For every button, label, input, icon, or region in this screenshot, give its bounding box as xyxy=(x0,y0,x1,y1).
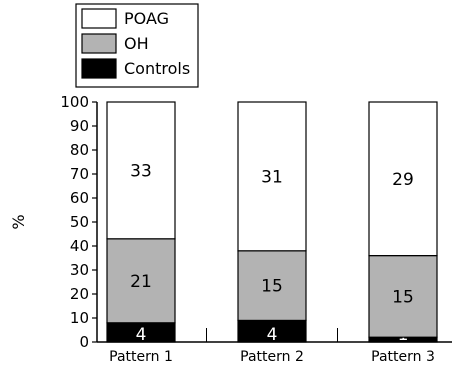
category-labels: Pattern 1 Pattern 2 Pattern 3 xyxy=(109,349,435,365)
legend-swatch-poag xyxy=(81,8,117,29)
y-tick-label: 90 xyxy=(70,117,89,135)
x-tick-label-pattern-3: Pattern 3 xyxy=(371,349,435,365)
legend-swatch-oh xyxy=(81,33,117,54)
y-tick-label: 40 xyxy=(70,237,89,255)
y-tick-label: 60 xyxy=(70,189,89,207)
bar-segment-oh-pattern-2 xyxy=(237,250,307,322)
legend-label-oh: OH xyxy=(124,34,149,53)
legend-label-poag: POAG xyxy=(124,9,169,28)
bar-segment-poag-pattern-2 xyxy=(237,101,307,252)
bar-segment-poag-pattern-3 xyxy=(368,101,438,257)
y-axis-title: % xyxy=(9,214,28,229)
data-label-oh-pattern-1: 21 xyxy=(130,272,152,292)
bars: 421334153111529 xyxy=(106,101,438,345)
bar-segment-oh-pattern-3 xyxy=(368,255,438,338)
data-label-poag-pattern-1: 33 xyxy=(130,161,152,181)
data-label-controls-pattern-2: 4 xyxy=(267,325,278,345)
legend-label-controls: Controls xyxy=(124,59,190,78)
y-tick-label: 20 xyxy=(70,285,89,303)
x-tick-label-pattern-1: Pattern 1 xyxy=(109,349,173,365)
y-tick-label: 50 xyxy=(70,213,89,231)
data-label-poag-pattern-2: 31 xyxy=(261,167,283,187)
y-tick-label: 80 xyxy=(70,141,89,159)
y-tick-label: 0 xyxy=(79,333,89,351)
y-tick-label: 10 xyxy=(70,309,89,327)
legend: POAG OH Controls xyxy=(75,3,199,88)
data-label-poag-pattern-3: 29 xyxy=(392,170,414,190)
y-tick-label: 100 xyxy=(60,93,89,111)
y-tick-label: 70 xyxy=(70,165,89,183)
y-tick-label: 30 xyxy=(70,261,89,279)
bar-segment-poag-pattern-1 xyxy=(106,101,176,240)
data-label-controls-pattern-1: 4 xyxy=(136,325,147,345)
bar-segment-oh-pattern-1 xyxy=(106,238,176,324)
legend-swatch-controls xyxy=(81,58,117,79)
data-label-oh-pattern-2: 15 xyxy=(261,277,283,297)
x-tick-label-pattern-2: Pattern 2 xyxy=(240,349,304,365)
data-label-oh-pattern-3: 15 xyxy=(392,287,414,307)
